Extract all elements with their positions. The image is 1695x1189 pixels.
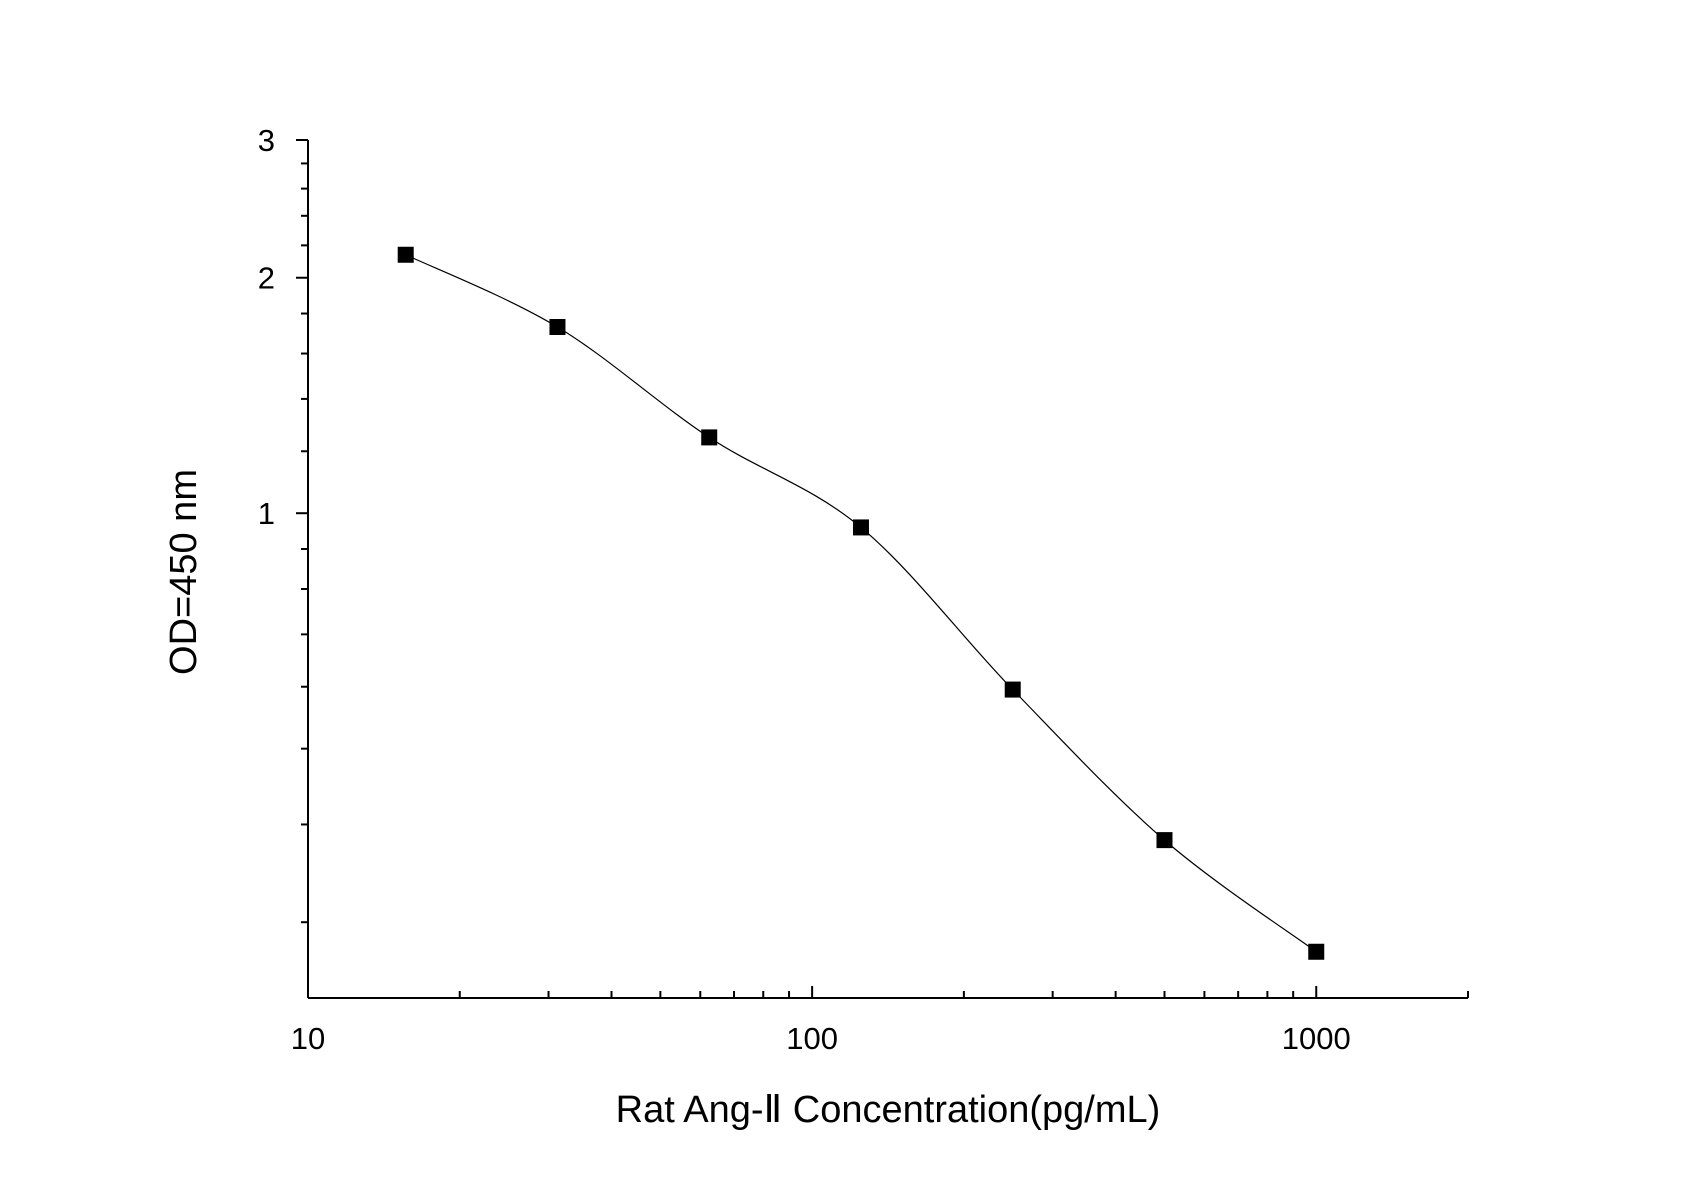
series (397, 246, 1325, 960)
data-point-marker (397, 246, 414, 263)
axis-ticks (296, 139, 1469, 998)
series-line (405, 254, 1317, 953)
x-tick-label: 100 (786, 1021, 838, 1056)
axis-tick-labels: 10 100 1000 1 2 3 (258, 123, 1351, 1056)
data-point-marker (1308, 943, 1325, 960)
y-tick-label: 1 (258, 496, 275, 531)
axes (307, 140, 1468, 999)
y-axis-title: OD=450 nm (163, 469, 205, 675)
x-tick-label: 10 (291, 1021, 325, 1056)
data-point-marker (701, 429, 718, 446)
data-point-marker (1004, 681, 1021, 698)
x-tick-label: 1000 (1282, 1021, 1351, 1056)
data-point-marker (1156, 832, 1173, 849)
y-tick-label: 2 (258, 261, 275, 296)
y-tick-label: 3 (258, 123, 275, 158)
x-axis-title: Rat Ang-Ⅱ Concentration(pg/mL) (616, 1089, 1161, 1131)
data-point-marker (852, 519, 869, 536)
data-point-marker (549, 319, 566, 336)
